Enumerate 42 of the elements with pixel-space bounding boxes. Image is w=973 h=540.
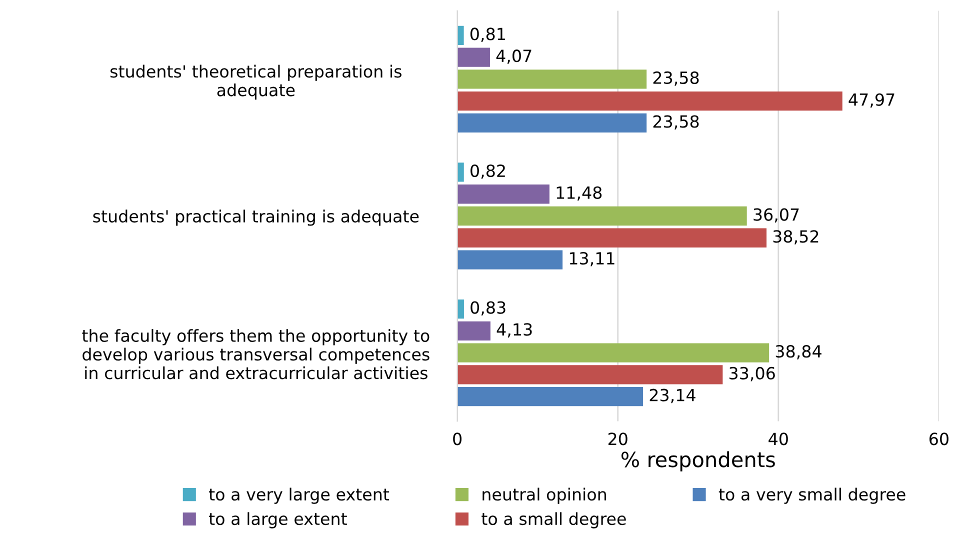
x-tick-label: 40 <box>768 432 788 446</box>
y-tick-label: the faculty offers them the opportunity to develop various transversal competences in curricular and extracurricular activities <box>82 329 430 380</box>
data-label: 36,07 <box>754 208 799 223</box>
bar <box>457 70 647 89</box>
y-tick-label: students' practical training is adequate <box>93 210 419 226</box>
legend-label: to a very large extent <box>209 488 390 504</box>
bar <box>457 162 464 182</box>
legend-label: to a small degree <box>482 512 626 528</box>
data-label: 4,07 <box>496 50 532 64</box>
bar <box>457 206 747 226</box>
x-tick-label: 0 <box>453 432 462 446</box>
data-label: 33,06 <box>730 366 775 382</box>
legend-label: neutral opinion <box>482 488 606 504</box>
data-label: 11,48 <box>556 186 602 201</box>
bar <box>457 26 464 45</box>
data-label: 23,58 <box>653 115 699 130</box>
bar <box>457 365 723 384</box>
data-label: 23,14 <box>650 388 696 404</box>
data-label: 4,13 <box>496 323 532 338</box>
bar <box>457 184 550 204</box>
y-tick-label: students' theoretical preparation is adequate <box>110 64 402 100</box>
x-axis-title: % respondents <box>621 451 775 472</box>
bar <box>457 92 842 111</box>
bar <box>457 228 767 248</box>
bar <box>457 113 647 133</box>
bar <box>457 321 490 340</box>
bar <box>457 250 563 270</box>
data-label: 0,82 <box>470 164 505 179</box>
x-tick-label: 60 <box>930 432 948 446</box>
legend-label: to a large extent <box>209 512 347 528</box>
legend-label: to a very small degree <box>718 488 906 504</box>
data-label: 0,81 <box>470 28 505 42</box>
data-label: 38,84 <box>776 345 822 360</box>
data-label: 23,58 <box>653 71 699 86</box>
data-label: 13,11 <box>570 252 614 266</box>
x-tick-label: 20 <box>608 432 628 446</box>
bar <box>457 343 770 362</box>
bar <box>457 48 490 67</box>
bar <box>457 387 644 406</box>
data-label: 38,52 <box>773 230 818 244</box>
data-label: 47,97 <box>848 93 894 108</box>
data-label: 0,83 <box>470 301 506 316</box>
